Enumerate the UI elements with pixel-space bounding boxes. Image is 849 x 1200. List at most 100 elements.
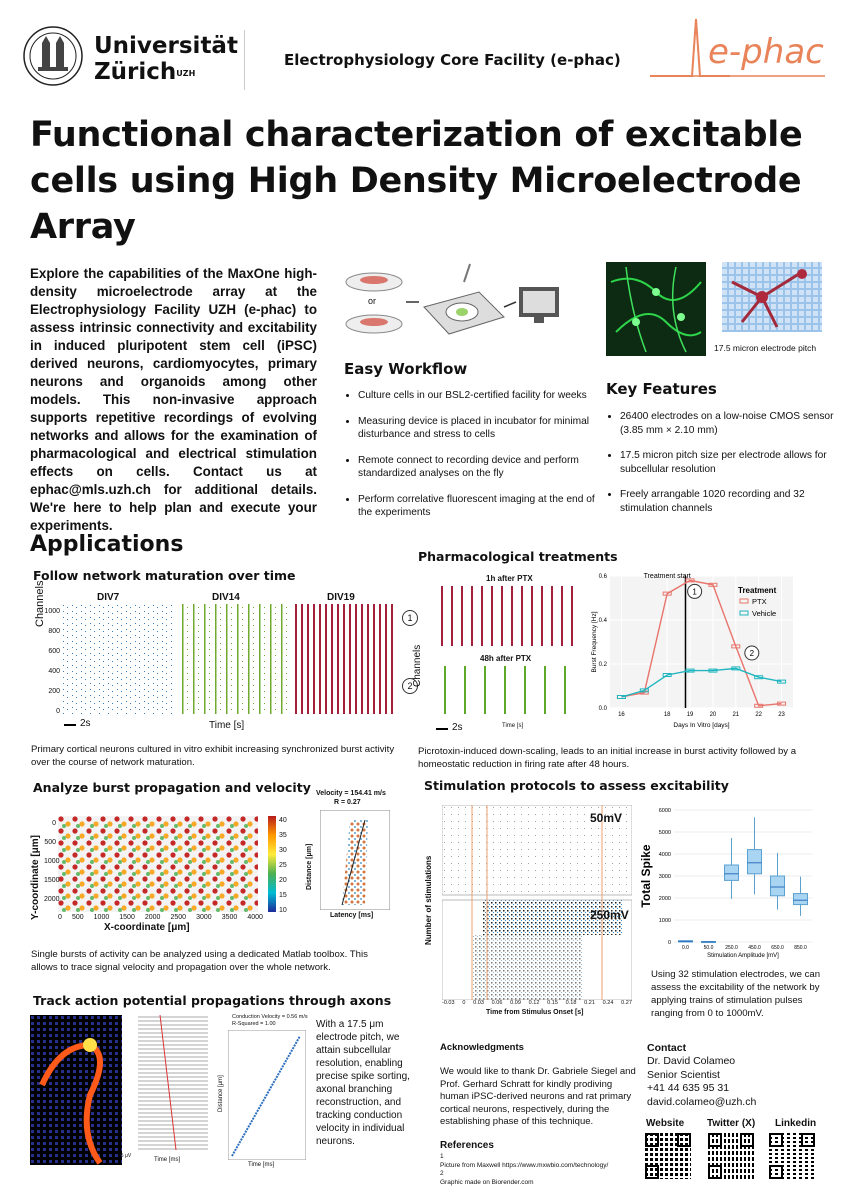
reference-number: 1 (440, 1153, 444, 1160)
xtick: 1500 (119, 914, 135, 921)
scale-bar (64, 724, 76, 726)
stim-xticks: -0.03 0 0.03 0.06 0.09 0.12 0.15 0.18 0.… (442, 1000, 632, 1006)
series-line-ptx (621, 579, 782, 707)
university-sup: UZH (176, 69, 196, 78)
ytick: 1000 (44, 608, 60, 615)
burst-map: Y-coordinate [μm] 0 500 1000 1500 2000 2… (30, 810, 290, 938)
university-name: Universität ZürichUZH (94, 33, 238, 85)
panel-div7: DIV7 (97, 592, 120, 603)
ytick: 500 (44, 839, 56, 846)
xtick: 0.18 (565, 1000, 577, 1006)
contact-phone: +41 44 635 95 31 (647, 1082, 730, 1094)
feature-item: Freely arrangable 1020 recording and 32 … (620, 488, 835, 515)
burst-frequency-chart: 0.0 0.2 0.4 0.6 16 18 19 20 21 22 23 Treatment star… (588, 568, 818, 748)
features-heading: Key Features (606, 380, 717, 398)
box (747, 849, 762, 875)
feature-item: 17.5 micron pitch size per electrode all… (620, 449, 835, 476)
total-spike-boxplot: 6000 5000 4000 3000 2000 1000 0 0.0 50.0 250.0 450… (636, 802, 816, 962)
maturation-yticks: 1000 800 600 400 200 0 (40, 602, 60, 722)
intro-text: Explore the capabilities of the MaxOne h… (30, 266, 317, 533)
raster-1h-plot (438, 586, 578, 646)
data-point-ptx (754, 703, 764, 708)
cbar-tick: 15 (279, 892, 287, 899)
link-twitter[interactable]: Twitter (X) (707, 1118, 756, 1129)
twitter-qr-icon[interactable] (708, 1133, 754, 1179)
ytick: 2000 (44, 896, 60, 903)
pharma-scale-bar (436, 728, 448, 730)
box (724, 864, 739, 881)
raster-div19 (294, 604, 394, 714)
burst-xticks: 0 500 1000 1500 2000 2500 3000 3500 4000 (58, 914, 263, 921)
y-tick-label: 3000 (659, 874, 671, 880)
boxplot-svg: 6000 5000 4000 3000 2000 1000 0 0.0 50.0 250.0 450… (639, 808, 812, 959)
stim-250-label: 250mV (590, 908, 629, 922)
marker-2: 2 (402, 678, 418, 694)
xtick: 500 (71, 914, 84, 921)
maturation-heading: Follow network maturation over time (33, 568, 296, 583)
cbar-tick: 20 (279, 877, 287, 884)
data-point-ptx (731, 644, 741, 649)
pharma-heading: Pharmacological treatments (418, 549, 618, 564)
x-tick-label: 250.0 (725, 945, 738, 951)
axon-footprint (30, 1015, 122, 1165)
raster-div7 (62, 604, 172, 714)
data-point-ptx (662, 591, 672, 596)
workflow-illustration (345, 263, 559, 335)
linkedin-qr-icon[interactable] (769, 1133, 815, 1179)
link-website[interactable]: Website (646, 1118, 685, 1129)
ytick: 1500 (44, 877, 60, 884)
x-tick-label: 21 (732, 712, 739, 718)
legend-label: PTX (752, 597, 767, 606)
website-qr-icon[interactable] (645, 1133, 691, 1179)
raster-div7-plot (62, 604, 172, 714)
ephac-logo-text: e-phac (708, 32, 824, 72)
burst-heading: Analyze burst propagation and velocity (33, 780, 311, 795)
cbar-tick: 40 (279, 817, 287, 824)
legend-swatch (739, 610, 749, 616)
y-tick-label: 6000 (659, 808, 671, 814)
xtick: 0.21 (584, 1000, 595, 1006)
y-tick-label: 0 (668, 940, 671, 946)
xtick: 3500 (221, 914, 238, 921)
data-point-vehicle (662, 673, 672, 677)
axon-traces-plot (130, 1014, 208, 1151)
y-axis-label: Burst Frequency [Hz] (591, 611, 598, 672)
contact-role: Senior Scientist (647, 1068, 720, 1081)
university-line2: Zürich (94, 59, 177, 85)
cbar-tick: 35 (279, 832, 287, 839)
reference-item: Graphic made on Biorender.com (440, 1178, 534, 1186)
latency-xlabel: Latency [ms] (330, 912, 374, 919)
link-linkedin[interactable]: Linkedin (775, 1118, 817, 1129)
burst-caption: Single bursts of activity can be analyze… (31, 949, 368, 973)
university-line1: Universität (94, 33, 238, 59)
y-tick-label: 0.2 (599, 662, 608, 668)
xtick: 0.03 (473, 1000, 484, 1006)
ytick: 200 (48, 688, 60, 695)
box (770, 875, 785, 897)
pharma-panel1: 1h after PTX (486, 574, 533, 583)
university-logo: Universität ZürichUZH (22, 25, 252, 87)
pharma-scale: 2s (452, 722, 463, 733)
contact-email[interactable]: david.colameo@uzh.ch (647, 1095, 757, 1108)
contact-block: Dr. David Colameo Senior Scientist +41 4… (647, 1055, 756, 1109)
data-point-vehicle (708, 668, 718, 673)
contact-name: Dr. David Colameo (647, 1055, 736, 1067)
xtick: -0.03 (442, 1000, 455, 1006)
data-point-vehicle (685, 668, 695, 673)
burst-heatmap-plot (58, 816, 258, 912)
y-tick-label: 2000 (659, 896, 671, 902)
stim-50-label: 50mV (590, 811, 623, 825)
data-point-vehicle (777, 679, 787, 684)
axon-footprint-image (30, 1015, 122, 1165)
panel-div19: DIV19 (327, 592, 355, 603)
conduction-velocity-plot: Conduction Velocity = 0.56 m/s R-Squared… (218, 1012, 310, 1172)
feature-item: 26400 electrodes on a low-noise CMOS sen… (620, 410, 835, 437)
y-tick-label: 0.0 (599, 706, 608, 712)
ytick: 600 (48, 648, 60, 655)
pharma-panel2: 48h after PTX (480, 654, 532, 663)
marker-label: 2 (750, 649, 755, 658)
axon-trace-xlabel: Time [ms] (154, 1157, 181, 1163)
electrode-grid-illustration (722, 262, 822, 332)
x-tick-label: 23 (778, 712, 785, 718)
